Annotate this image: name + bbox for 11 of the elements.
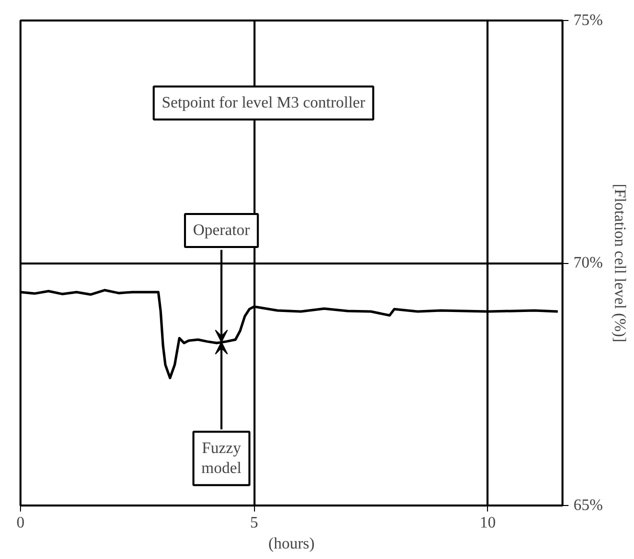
x-tick-label: 0	[16, 514, 24, 532]
x-tick-label: 5	[250, 514, 258, 532]
annotation: Setpoint for level M3 controller	[162, 94, 366, 112]
annotation: Operator	[192, 222, 251, 240]
y-tick-label: 75%	[574, 12, 603, 29]
y-tick-label: 70%	[574, 254, 603, 272]
x-axis-title: (hours)	[268, 536, 315, 552]
y-tick-label: 65%	[574, 497, 603, 514]
y-axis-title: [Flotation cell level (%)]	[610, 184, 628, 342]
annotation: Fuzzy model	[201, 440, 242, 478]
x-tick-label: 10	[480, 514, 496, 532]
